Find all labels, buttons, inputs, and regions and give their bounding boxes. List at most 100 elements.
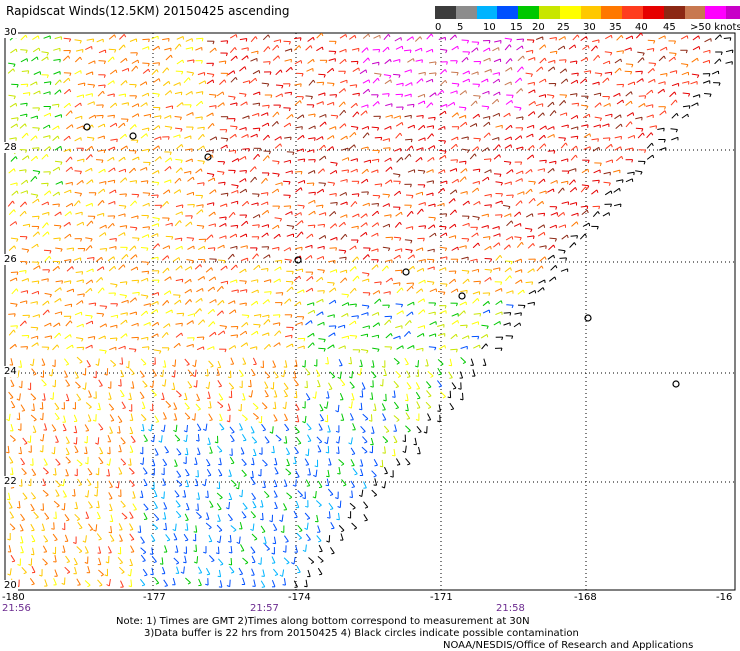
wind-barb [429,217,436,218]
wind-barb [438,292,445,293]
wind-barb-tick [44,552,47,553]
wind-barb-tick [207,574,210,575]
wind-barb-tick [346,257,347,260]
wind-barb-tick [259,128,260,131]
wind-barb [197,380,198,387]
wind-barb-tick [114,115,115,118]
wind-barb-tick [33,475,36,476]
wind-barb [276,85,283,86]
wind-barb-tick [169,39,170,42]
wind-barb-tick [17,124,18,127]
wind-barb-tick [158,334,159,337]
wind-barb-tick [96,507,99,508]
wind-barb-tick [134,510,137,511]
wind-barb-tick [208,475,211,476]
wind-barb-tick [202,38,203,41]
wind-barb-tick [109,499,112,500]
wind-barb-tick [383,453,386,454]
wind-barb [32,128,39,129]
wind-barb-tick [37,82,38,85]
wind-barb-tick [314,225,315,228]
wind-barb-tick [327,518,330,519]
wind-barb-tick [322,205,323,208]
wind-barb-tick [664,128,665,131]
wind-barb-tick [315,192,316,195]
wind-barb-tick [294,517,297,518]
wind-barb [218,547,219,554]
wind-barb-tick [301,213,302,216]
wind-barb-tick [194,551,197,552]
wind-barb [195,370,196,377]
wind-barb-tick [381,282,382,285]
wind-barb-tick [113,157,114,160]
wind-barb-tick [510,113,511,116]
wind-barb-tick [117,433,120,434]
wind-barb-tick [319,574,322,575]
wind-barb-tick [126,282,127,285]
wind-barb-tick [72,496,75,497]
wind-barb-tick [214,178,215,181]
wind-barb [230,371,231,378]
wind-barb [308,225,315,226]
wind-barb [474,281,481,282]
wind-barb-tick [156,422,159,423]
wind-barb-tick [416,376,419,377]
wind-barb-tick [334,333,335,336]
wind-barb-tick [467,325,468,328]
wind-barb-tick [245,269,246,272]
legend-swatch [664,6,685,19]
wind-barb-tick [523,39,524,42]
wind-barb [284,206,291,207]
wind-barb-tick [138,280,139,283]
wind-barb [198,434,199,441]
lon-label-180: -180 [2,592,25,603]
wind-barb-tick [110,487,113,488]
wind-barb-tick [423,116,424,119]
wind-barb-tick [446,233,447,236]
wind-barb [319,183,326,184]
wind-barb [77,347,84,348]
wind-barb-tick [304,290,305,293]
legend-swatch [456,6,477,19]
wind-barb-tick [290,248,291,251]
wind-barb-tick [490,159,491,162]
legend-swatch [622,6,643,19]
note-line-1: Note: 1) Times are GMT 2)Times along bot… [116,616,530,627]
wind-barb-tick [109,532,112,533]
wind-barb-tick [321,420,324,421]
wind-barb-tick [225,61,226,64]
wind-barb-tick [403,311,404,314]
wind-barb-tick [257,331,258,334]
wind-barb-tick [197,499,200,500]
wind-barb-tick [38,281,39,284]
lat-label-24: 24 [3,366,18,377]
wind-barb-tick [479,169,480,172]
wind-barb [548,151,555,152]
wind-barb-tick [392,397,395,398]
wind-barb [152,182,159,183]
wind-barb-tick [196,510,199,511]
wind-barb-tick [149,227,150,230]
wind-barb [318,348,325,349]
wind-barb-tick [304,159,305,162]
legend-label: >50 knots [690,22,740,33]
wind-barb-tick [213,80,214,83]
wind-barb-tick [373,410,376,411]
wind-barb-tick [564,46,565,49]
wind-barb [229,502,230,509]
wind-barb-tick [425,226,426,229]
legend-swatch [705,6,726,19]
wind-barb [96,115,103,116]
wind-barb-tick [121,396,124,397]
wind-barb-tick [62,281,63,284]
legend-label: 25 [557,22,570,33]
wind-barb [263,62,270,63]
wind-barb-tick [271,452,274,453]
wind-barb-tick [199,573,202,574]
wind-barb-tick [159,63,160,66]
wind-barb [197,337,204,338]
wind-barb-tick [280,279,281,282]
wind-barb-tick [252,375,255,376]
wind-barb-tick [359,409,362,410]
